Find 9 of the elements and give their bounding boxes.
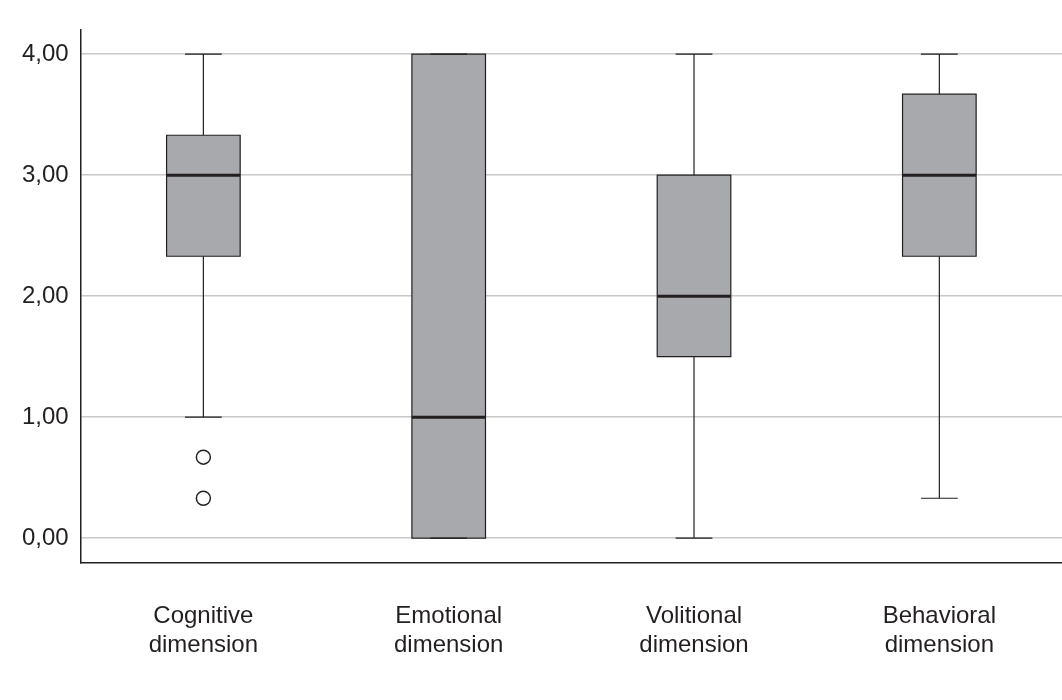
- x-tick-label: Emotional dimension: [393, 601, 504, 658]
- y-tick-label: 4,00: [21, 38, 69, 66]
- x-tick-label: Cognitive dimension: [148, 601, 259, 658]
- x-tick-label: Behavioral dimension: [882, 601, 997, 658]
- x-tick-label: Volitional dimension: [639, 601, 749, 658]
- y-tick-label: 2,00: [21, 280, 69, 308]
- y-tick-label: 3,00: [21, 159, 69, 187]
- y-tick-label: 1,00: [21, 401, 69, 429]
- y-tick-label: 0,00: [21, 522, 69, 550]
